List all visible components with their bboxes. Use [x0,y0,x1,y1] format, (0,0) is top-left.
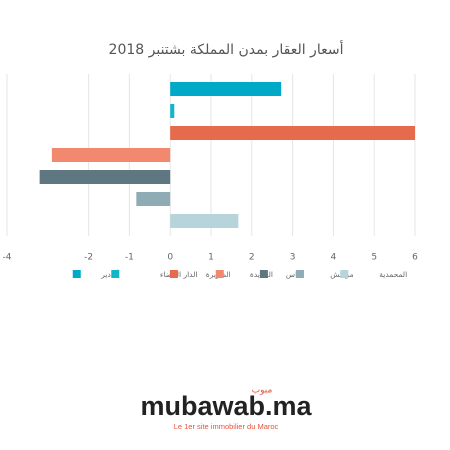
legend-swatch [111,270,120,278]
chart-title: أسعار العقار بمدن المملكة بشتنبر 2018 [109,40,344,58]
bar [170,104,175,118]
legend-label: أكادير [100,269,119,279]
x-tick-label: 3 [290,253,296,263]
legend-swatch [259,270,268,278]
legend-label: فاس [286,270,301,279]
legend-swatch [215,270,224,278]
legend-swatch [169,270,178,278]
legend-swatch [340,270,349,278]
bar [170,126,415,140]
x-tick-label: 0 [167,253,173,263]
legend-label: الدار البيضاء [160,270,198,279]
legend-label: المحمدية [379,270,407,279]
x-tick-label: -1 [125,253,134,263]
tagline: Le 1er site immobilier du Maroc [174,422,279,431]
x-tick-label: 6 [412,253,418,263]
x-tick-label: -2 [84,253,93,263]
x-tick-label: -4 [3,253,12,263]
bar [136,192,171,206]
bar [51,148,171,162]
x-tick-label: 2 [249,253,255,263]
x-tick-label: 1 [208,253,214,263]
bar [39,170,171,184]
legend-swatch [72,270,81,278]
x-tick-label: 5 [371,253,377,263]
legend-swatch [295,270,304,278]
x-tick-label: 4 [331,253,337,263]
bar [170,214,239,228]
logo: mubawab.ma [140,391,312,421]
bar [170,82,282,96]
logo-arabic: مبوب [252,386,273,396]
